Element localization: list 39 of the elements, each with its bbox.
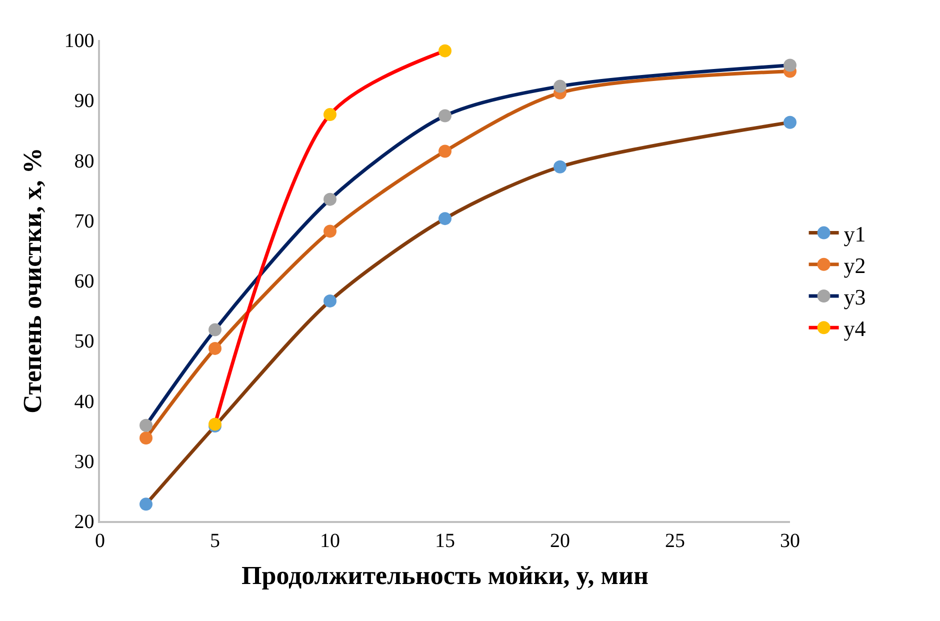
x-tick-label: 0 [95,530,105,552]
x-tick-label: 25 [665,530,685,552]
point [324,294,336,308]
y-axis-title: Степень очистки, x, % [18,148,48,414]
point [438,144,452,158]
y-tick-label: 60 [74,270,94,292]
legend-label: y3 [844,284,866,310]
y-tick-label: 50 [74,330,94,353]
y-tick-label: 90 [74,90,94,112]
point [784,116,796,129]
x-tick-label: 15 [435,530,455,552]
point [140,418,152,432]
point [438,212,452,226]
point [438,109,452,122]
point [208,323,222,336]
point [324,108,336,122]
point [438,44,452,58]
legend-label: y2 [844,252,866,278]
y-tick-label: 30 [74,450,94,473]
x-tick-label: 5 [210,530,220,552]
point [208,342,222,355]
y-tick-label: 20 [74,511,94,533]
x-axis-title: Продолжительность мойки, y, мин [242,560,648,590]
y-tick-label: 80 [74,150,94,172]
y-tick-label: 70 [74,210,94,232]
point [140,498,152,511]
x-tick-label: 30 [780,530,800,552]
legend-label: y4 [844,316,866,342]
point [324,192,336,206]
legend-label: y1 [844,221,866,246]
point [324,224,336,238]
point [784,58,796,72]
x-tick-label: 20 [550,530,570,552]
point [140,432,152,445]
point [554,80,566,93]
x-tick-label: 10 [320,530,340,552]
y-tick-label: 100 [64,30,94,52]
point [554,160,566,174]
y-tick-label: 40 [74,390,94,413]
